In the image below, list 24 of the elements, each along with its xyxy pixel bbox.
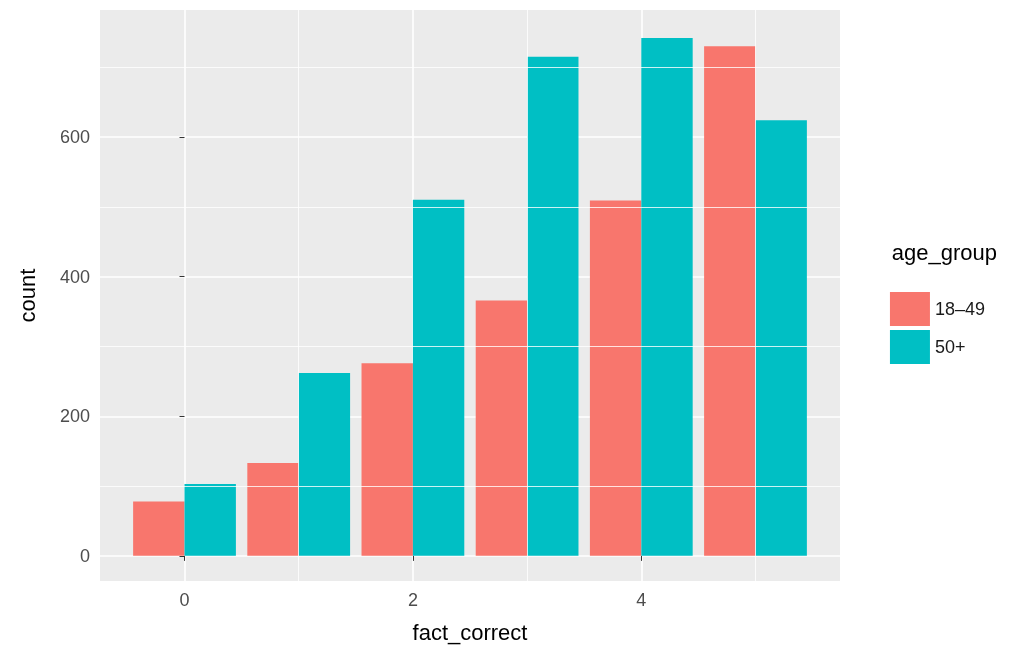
- bar: [589, 200, 642, 556]
- bar: [755, 120, 807, 556]
- legend-title: age_group: [891, 239, 998, 265]
- y-axis-title: count: [14, 268, 40, 323]
- y-tick-label: 600: [59, 127, 90, 148]
- bar: [184, 483, 236, 556]
- bar: [298, 372, 351, 556]
- bar: [412, 199, 465, 556]
- bar: [641, 37, 693, 556]
- x-axis-title: fact_correct: [412, 619, 528, 645]
- legend-label: 18–49: [934, 299, 986, 319]
- bar: [475, 300, 528, 556]
- y-tick-label: 200: [59, 406, 90, 427]
- x-tick-label: 2: [407, 590, 418, 610]
- x-tick-label: 0: [179, 590, 190, 610]
- x-tick-label: 4: [636, 590, 647, 610]
- bar: [527, 56, 579, 556]
- bar: [704, 46, 756, 556]
- y-tick-label: 400: [59, 266, 90, 287]
- bar: [133, 501, 185, 556]
- y-tick-label: 0: [79, 545, 90, 566]
- bar: [247, 463, 299, 556]
- legend-label: 50+: [934, 337, 966, 357]
- bar: [361, 363, 413, 556]
